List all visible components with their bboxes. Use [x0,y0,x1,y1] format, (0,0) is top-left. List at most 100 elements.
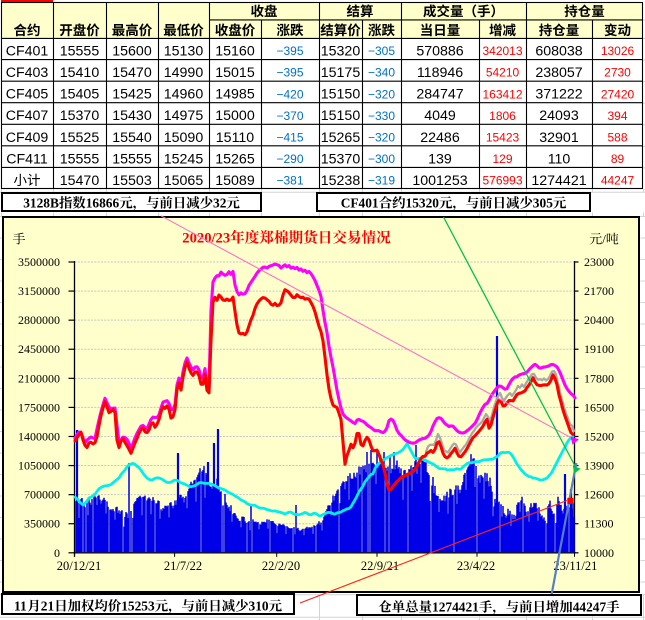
svg-text:22486: 22486 [420,130,460,146]
svg-text:32901: 32901 [539,130,579,146]
svg-text:20400: 20400 [584,313,614,327]
svg-text:1274421: 1274421 [432,600,479,615]
svg-text:2450000: 2450000 [18,342,60,356]
svg-text:15175: 15175 [321,65,361,81]
svg-text:110: 110 [548,151,571,167]
svg-text:89: 89 [611,152,625,166]
svg-text:CF401: CF401 [341,196,379,211]
svg-text:−415: −415 [276,131,303,145]
svg-text:32: 32 [213,196,227,211]
svg-text:3500000: 3500000 [18,255,60,269]
svg-text:608038: 608038 [535,44,582,60]
svg-text:3150000: 3150000 [18,284,60,298]
svg-text:342013: 342013 [482,44,522,58]
svg-text:2730: 2730 [604,66,631,80]
svg-text:15425: 15425 [112,87,152,103]
svg-text:15245: 15245 [164,151,204,167]
svg-text:284747: 284747 [416,87,463,103]
svg-text:−305: −305 [368,44,395,58]
svg-text:15423: 15423 [486,131,520,145]
svg-text:22/2/20: 22/2/20 [262,559,300,573]
svg-text:15370: 15370 [321,151,361,167]
svg-text:CF401: CF401 [6,44,49,60]
svg-text:350000: 350000 [24,517,60,531]
svg-text:21700: 21700 [584,284,614,298]
svg-text:1750000: 1750000 [18,400,60,414]
svg-text:15525: 15525 [60,130,100,146]
svg-text:16500: 16500 [584,400,614,414]
svg-text:2020/23: 2020/23 [182,231,230,247]
svg-text:1400000: 1400000 [18,430,60,444]
svg-text:163412: 163412 [482,87,522,101]
svg-text:−395: −395 [276,44,303,58]
svg-text:−319: −319 [368,174,395,188]
svg-text:15555: 15555 [60,44,100,60]
svg-text:15265: 15265 [321,130,361,146]
svg-text:−330: −330 [368,109,395,123]
svg-text:14960: 14960 [164,87,204,103]
svg-text:CF411: CF411 [6,151,48,167]
svg-text:CF407: CF407 [6,108,49,124]
svg-text:23/4/22: 23/4/22 [457,559,495,573]
svg-text:700000: 700000 [24,488,60,502]
svg-text:22/9/21: 22/9/21 [361,559,399,573]
svg-text:371222: 371222 [535,87,582,103]
svg-text:1001253: 1001253 [412,173,467,189]
svg-text:394: 394 [607,109,627,123]
svg-text:15130: 15130 [164,44,204,60]
svg-text:11: 11 [14,599,27,614]
svg-text:1806: 1806 [489,109,516,123]
svg-text:CF409: CF409 [6,130,49,146]
svg-text:15150: 15150 [321,87,361,103]
svg-text:10000: 10000 [584,546,614,560]
svg-text:21: 21 [41,599,54,614]
svg-text:27420: 27420 [601,87,635,101]
svg-text:14985: 14985 [215,87,255,103]
svg-text:−320: −320 [368,87,395,101]
svg-text:−290: −290 [276,152,303,166]
svg-text:118946: 118946 [417,65,463,81]
svg-text:2800000: 2800000 [18,313,60,327]
svg-text:15320: 15320 [321,44,361,60]
svg-text:15405: 15405 [60,87,100,103]
svg-text:15089: 15089 [215,173,255,189]
svg-text:14990: 14990 [164,65,204,81]
svg-text:15600: 15600 [112,44,152,60]
svg-text:15150: 15150 [321,108,361,124]
svg-text:−370: −370 [276,109,303,123]
svg-text:2100000: 2100000 [18,371,60,385]
svg-text:21/7/22: 21/7/22 [164,559,202,573]
svg-text:−300: −300 [368,152,395,166]
svg-text:11300: 11300 [584,517,614,531]
svg-text:15370: 15370 [60,108,100,124]
svg-text:−320: −320 [368,131,395,145]
svg-text:/: / [602,232,606,247]
svg-text:129: 129 [492,152,512,166]
svg-text:14975: 14975 [164,108,204,124]
svg-text:44247: 44247 [573,600,607,615]
svg-text:−395: −395 [276,66,303,80]
svg-text:15555: 15555 [112,151,152,167]
svg-text:15470: 15470 [112,65,152,81]
svg-text:24093: 24093 [539,108,579,124]
svg-text:15470: 15470 [60,173,100,189]
svg-text:CF403: CF403 [6,65,49,81]
svg-text:16866: 16866 [86,196,120,211]
svg-text:15410: 15410 [60,65,100,81]
svg-text:305: 305 [533,196,553,211]
svg-text:15253: 15253 [121,599,155,614]
svg-text:15065: 15065 [164,173,204,189]
svg-text:−381: −381 [276,174,303,188]
svg-text:CF405: CF405 [6,87,49,103]
svg-text:44247: 44247 [601,174,635,188]
svg-text:19100: 19100 [584,342,614,356]
svg-text:17800: 17800 [584,371,614,385]
svg-text:1050000: 1050000 [18,459,60,473]
svg-text:12600: 12600 [584,488,614,502]
svg-text:15015: 15015 [215,65,255,81]
svg-text:13026: 13026 [601,44,635,58]
svg-text:15555: 15555 [60,151,100,167]
svg-text:23/11/21: 23/11/21 [553,559,597,573]
svg-text:15090: 15090 [164,130,204,146]
svg-text:23000: 23000 [584,255,614,269]
